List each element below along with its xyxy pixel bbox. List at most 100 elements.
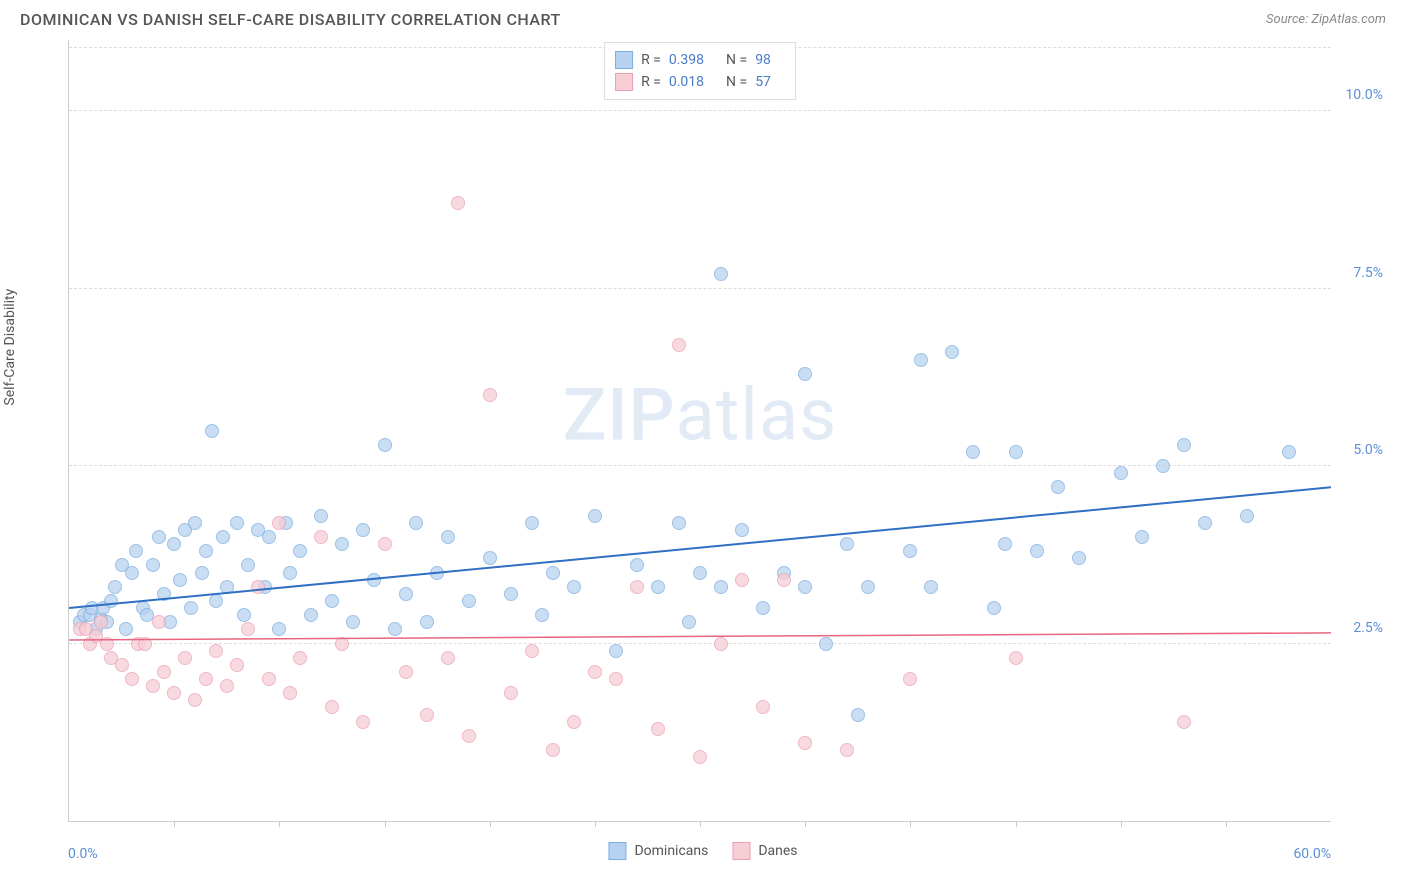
scatter-point [903, 544, 917, 558]
scatter-point [115, 658, 129, 672]
x-tick [700, 821, 701, 827]
scatter-point [987, 601, 1001, 615]
scatter-point [1156, 459, 1170, 473]
scatter-point [152, 615, 166, 629]
scatter-point [735, 523, 749, 537]
scatter-point [630, 558, 644, 572]
scatter-point [914, 353, 928, 367]
scatter-point [430, 566, 444, 580]
scatter-point [756, 700, 770, 714]
scatter-point [504, 686, 518, 700]
scatter-point [420, 615, 434, 629]
scatter-point [335, 637, 349, 651]
gridline [69, 643, 1331, 644]
scatter-point [609, 672, 623, 686]
scatter-point [325, 594, 339, 608]
r-value: 0.018 [669, 74, 704, 90]
scatter-point [777, 573, 791, 587]
scatter-point [283, 686, 297, 700]
legend-label: Danes [758, 843, 797, 859]
scatter-point [230, 516, 244, 530]
y-tick-label: 7.5% [1353, 265, 1383, 281]
scatter-point [335, 537, 349, 551]
scatter-point [104, 594, 118, 608]
scatter-point [462, 594, 476, 608]
scatter-point [346, 615, 360, 629]
scatter-point [157, 665, 171, 679]
scatter-point [546, 743, 560, 757]
trend-line [69, 633, 1331, 640]
scatter-point [1051, 480, 1065, 494]
scatter-point [693, 750, 707, 764]
scatter-point [567, 715, 581, 729]
scatter-point [798, 580, 812, 594]
scatter-point [945, 345, 959, 359]
x-tick [1016, 821, 1017, 827]
scatter-point [108, 580, 122, 594]
gridline [69, 110, 1331, 111]
scatter-point [205, 424, 219, 438]
scatter-point [483, 388, 497, 402]
y-axis-label: Self-Care Disability [2, 289, 18, 406]
scatter-point [504, 587, 518, 601]
scatter-point [146, 679, 160, 693]
scatter-point [851, 708, 865, 722]
x-tick [174, 821, 175, 827]
scatter-point [325, 700, 339, 714]
scatter-point [966, 445, 980, 459]
scatter-point [230, 658, 244, 672]
r-label: R = [641, 52, 661, 68]
y-tick-label: 10.0% [1345, 87, 1383, 103]
scatter-point [1177, 438, 1191, 452]
scatter-point [1240, 509, 1254, 523]
scatter-point [903, 672, 917, 686]
scatter-point [714, 637, 728, 651]
scatter-point [588, 509, 602, 523]
y-tick-label: 5.0% [1353, 442, 1383, 458]
n-value: 57 [755, 74, 771, 90]
scatter-point [840, 743, 854, 757]
scatter-point [630, 580, 644, 594]
scatter-point [1177, 715, 1191, 729]
legend-item: Danes [732, 842, 797, 860]
scatter-point [714, 267, 728, 281]
scatter-point [1009, 651, 1023, 665]
scatter-point [693, 566, 707, 580]
scatter-point [241, 622, 255, 636]
scatter-point [441, 651, 455, 665]
scatter-point [262, 530, 276, 544]
scatter-point [216, 530, 230, 544]
scatter-point [1114, 466, 1128, 480]
scatter-point [714, 580, 728, 594]
scatter-point [1135, 530, 1149, 544]
scatter-point [125, 672, 139, 686]
scatter-point [609, 644, 623, 658]
x-tick [1121, 821, 1122, 827]
scatter-point [173, 573, 187, 587]
scatter-point [241, 558, 255, 572]
source-attribution: Source: ZipAtlas.com [1266, 12, 1386, 27]
scatter-point [462, 729, 476, 743]
scatter-point [819, 637, 833, 651]
scatter-point [220, 580, 234, 594]
trend-lines [69, 40, 1331, 821]
scatter-point [535, 608, 549, 622]
scatter-point [262, 672, 276, 686]
n-value: 98 [755, 52, 771, 68]
scatter-point [146, 558, 160, 572]
scatter-point [672, 516, 686, 530]
scatter-point [167, 686, 181, 700]
scatter-point [178, 651, 192, 665]
scatter-point [399, 665, 413, 679]
scatter-point [272, 622, 286, 636]
scatter-point [388, 622, 402, 636]
gridline [69, 288, 1331, 289]
scatter-point [525, 644, 539, 658]
chart-container: Self-Care Disability ZIPatlas R =0.398N … [20, 40, 1386, 872]
scatter-point [237, 608, 251, 622]
scatter-point [367, 573, 381, 587]
scatter-point [756, 601, 770, 615]
scatter-point [220, 679, 234, 693]
scatter-point [924, 580, 938, 594]
scatter-point [119, 622, 133, 636]
